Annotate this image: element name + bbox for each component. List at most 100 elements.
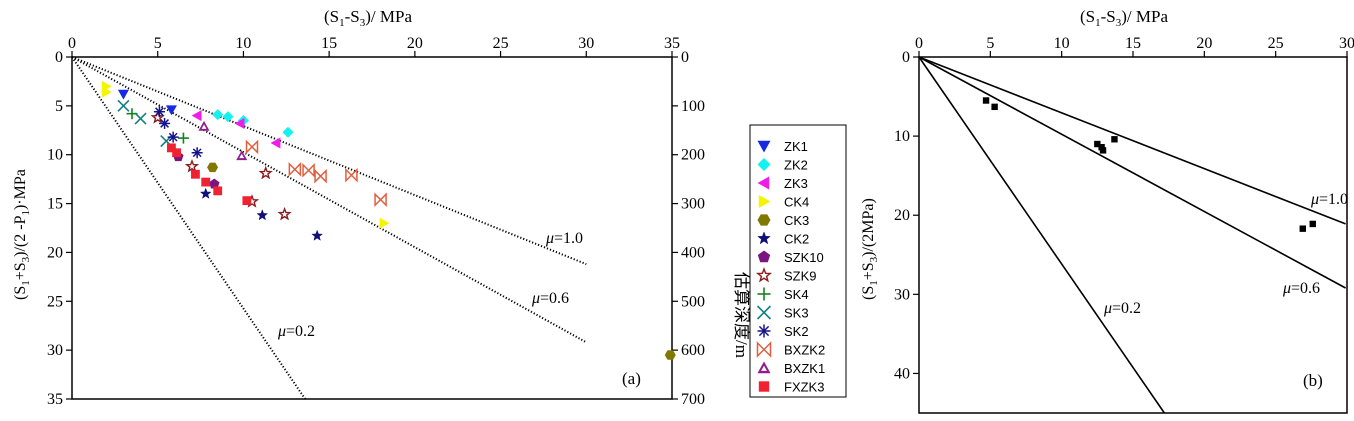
data-point-SK2	[191, 147, 203, 159]
data-point-SK3	[134, 112, 147, 125]
data-point-SK4	[177, 132, 189, 144]
y2-tick-label: 0	[681, 49, 689, 66]
panel-a-mu-0.6-label: μ=0.6	[531, 290, 569, 307]
panel-b-frame	[918, 56, 1348, 414]
data-point-ZK3	[191, 110, 202, 122]
y2-tick-label: 600	[681, 342, 705, 359]
data-point-ZK2	[282, 126, 294, 138]
legend-marker-ZK2	[757, 158, 771, 171]
y2-tick-label: 500	[681, 293, 705, 310]
data-point-ZK2	[222, 111, 234, 123]
x-tick-label: 15	[321, 35, 337, 52]
legend-marker-BXZK1	[757, 361, 771, 374]
data-point-SK2	[153, 106, 165, 118]
y-tick-label: 30	[894, 286, 910, 303]
data-point-CK2	[311, 229, 324, 241]
data-point-FXZK3	[167, 143, 176, 153]
reference-line-μ=0.2	[71, 56, 306, 400]
legend-item: CK2	[757, 231, 809, 247]
legend-label: CK3	[784, 213, 809, 228]
data-point-FXZK3	[213, 186, 223, 196]
legend-label: CK4	[784, 195, 809, 210]
y-tick-label: 30	[47, 342, 63, 359]
panel-b-ylabel: (S1+S3)/(2MPa)	[860, 198, 880, 300]
y-tick-label: 10	[894, 128, 910, 145]
data-point-CK3	[207, 162, 219, 173]
reference-line-μ=0.6	[918, 56, 1346, 289]
data-point-SZK9	[150, 110, 165, 124]
legend-marker-ZK1	[757, 140, 771, 153]
legend-marker-CK3	[757, 214, 771, 226]
data-point-SZK9	[258, 165, 273, 180]
data-point-ZK3	[270, 137, 281, 149]
reference-line-μ=1.0	[71, 56, 587, 266]
x-tick-label: 10	[235, 35, 251, 52]
data-point-BXZK2	[345, 167, 358, 183]
data-point-SZK9	[277, 206, 292, 221]
panel-b-tag: (b)	[1303, 371, 1323, 390]
legend-label: SK4	[784, 287, 809, 302]
legend-item: SZK10	[757, 250, 824, 265]
panel-a-mu-1.0-label: μ=1.0	[545, 230, 583, 247]
data-point-SK2	[167, 131, 179, 143]
x-tick-label: 15	[1125, 35, 1141, 52]
legend-marker-CK2	[757, 231, 771, 245]
legend-label: SZK9	[784, 269, 817, 284]
data-point-ZK3	[234, 117, 245, 129]
legend-marker-SK2	[757, 324, 771, 338]
legend-item: SK4	[757, 287, 809, 302]
legend-marker-CK4	[758, 195, 771, 208]
panel-a-ylabel: (S1+S3)/(2 -P1)·MPa	[12, 169, 32, 300]
data-point-FXZK3	[172, 148, 181, 158]
panel-a-reference-lines	[71, 56, 587, 400]
panel-b-mu-0.6-label: μ=0.6	[1282, 280, 1320, 297]
data-point-BXZK1	[198, 120, 210, 131]
legend-marker-SK3	[756, 305, 772, 320]
legend: ZK1 ZK2 ZK3 CK4 CK3 CK2 SZK10 SZK9 SK4 SK3 SK2 BXZK…	[749, 124, 847, 398]
legend-item: SK3	[756, 305, 809, 321]
data-point-data	[991, 103, 998, 111]
data-point-ZK2	[212, 109, 224, 121]
data-point-CK2	[256, 209, 269, 221]
legend-marker-SK4	[757, 287, 771, 301]
data-point-data	[1299, 225, 1306, 232]
data-point-BXZK2	[302, 163, 315, 178]
data-point-SZK10	[209, 178, 220, 189]
legend-label: FXZK3	[784, 380, 824, 395]
data-point-BXZK1	[236, 150, 248, 161]
legend-label: ZK1	[784, 139, 808, 154]
legend-marker-FXZK3	[758, 381, 770, 392]
reference-line-μ=1.0	[918, 56, 1346, 225]
panel-b-points	[982, 97, 1316, 232]
y-tick-label: 0	[55, 49, 63, 66]
legend-label: BXZK2	[784, 343, 825, 358]
data-point-data	[1309, 220, 1316, 228]
legend-label: BXZK1	[784, 361, 825, 376]
panel-b: 0 5 10 15 20 25 30 0 10 20 30 40 (S1-S3)/ MPa (S1+S…	[860, 7, 1354, 414]
y-tick-label: 35	[47, 391, 63, 408]
panel-a-y2label: 估算深度/m	[732, 272, 751, 358]
reference-line-μ=0.6	[71, 56, 587, 344]
data-point-BXZK2	[374, 192, 387, 207]
legend-label: ZK3	[784, 176, 808, 191]
legend-item: CK4	[758, 195, 809, 210]
y-tick-label: 20	[894, 207, 910, 224]
panel-b-mu-0.2-label: μ=0.2	[1103, 300, 1141, 317]
reference-line-μ=0.2	[918, 56, 1166, 414]
y-tick-label: 5	[55, 98, 63, 115]
panel-b-mu-1.0-label: μ=1.0	[1310, 191, 1348, 208]
legend-item: BXZK1	[757, 361, 825, 376]
y2-tick-label: 700	[681, 391, 705, 408]
data-point-BXZK2	[245, 139, 259, 155]
x-tick-label: 5	[986, 35, 994, 52]
x-tick-label: 30	[1339, 35, 1354, 52]
x-tick-label: 35	[664, 35, 680, 52]
x-tick-label: 10	[1054, 35, 1070, 52]
legend-marker-BXZK2	[756, 341, 772, 358]
legend-item: ZK2	[757, 158, 808, 173]
panel-b-ticks: 0 5 10 15 20 25 30 0 10 20 30 40	[894, 35, 1354, 382]
data-point-CK4	[379, 217, 390, 229]
panel-a: 0 5 10 15 20 25 30 3505101520253035010020030040…	[12, 7, 751, 408]
data-point-SK3	[117, 99, 130, 112]
